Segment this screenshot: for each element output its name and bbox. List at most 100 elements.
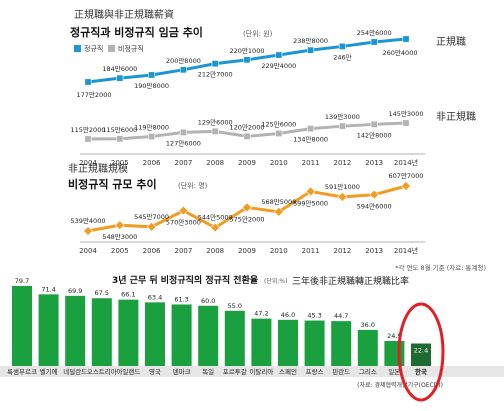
irregular-wage-label: 115만2000 bbox=[71, 125, 106, 134]
irregular-wage-label: 120만2000 bbox=[230, 122, 265, 131]
wage-x-tick: 2006 bbox=[143, 159, 161, 167]
wage-x-tick: 2009 bbox=[238, 159, 256, 167]
scale-point bbox=[178, 205, 189, 216]
scale-point bbox=[242, 202, 252, 213]
regular-wage-label: 229만4000 bbox=[261, 61, 296, 70]
bar-value-label: 61.3 bbox=[174, 295, 188, 303]
bar bbox=[118, 299, 139, 366]
bar-category-label: 아일랜드 bbox=[116, 367, 140, 376]
conversion-bar-chart: 79.7 룩셈부르크 71.4 벨기에 69.9 네덜란드 67.5 오스트리아 66.1 아일랜… bbox=[0, 277, 504, 402]
scale-point bbox=[337, 192, 348, 202]
regular-wage-point bbox=[402, 35, 410, 43]
bar-category-label: 핀란드 bbox=[332, 367, 350, 376]
regular-wage-label: 177만2000 bbox=[77, 90, 112, 99]
regular-wage-label: 184만6000 bbox=[102, 64, 137, 73]
wage-unit: (단위: 원) bbox=[243, 29, 273, 38]
regular-wage-point bbox=[179, 66, 187, 74]
scale-x-tick: 2014년 bbox=[394, 246, 418, 255]
bar bbox=[38, 294, 59, 366]
bar-category-label: 포르투갈 bbox=[223, 368, 247, 376]
irregular-wage-label: 129만6000 bbox=[198, 117, 233, 126]
regular-wage-label: 238만8000 bbox=[293, 36, 328, 45]
bar-category-label: 한국 bbox=[415, 367, 427, 376]
bar bbox=[65, 295, 86, 366]
regular-wage-label: 220만1000 bbox=[230, 46, 265, 55]
irregular-wage-point bbox=[148, 133, 156, 141]
scale-x-tick: 2007 bbox=[174, 247, 192, 255]
scale-x-tick: 2008 bbox=[206, 247, 224, 255]
scale-title: 비정규직 규모 추이 bbox=[68, 177, 157, 191]
bar-category-label: 프랑스 bbox=[306, 368, 324, 376]
irregular-wage-label: 134만8000 bbox=[293, 135, 328, 144]
bar-category-label: 벨기에 bbox=[40, 367, 58, 376]
regular-wage-point bbox=[307, 46, 315, 54]
conversion-title: 3년 근무 뒤 비정규직의 정규직 전환율 bbox=[112, 274, 258, 286]
bar-category-label: 그리스 bbox=[359, 367, 377, 376]
irregular-series-label: 非正規職 bbox=[436, 111, 476, 123]
wage-x-tick: 2005 bbox=[111, 159, 129, 167]
bar bbox=[145, 302, 165, 366]
bar-category-label: 독일 bbox=[202, 367, 214, 376]
bar-category-label: 스페인 bbox=[279, 367, 297, 376]
regular-wage-label: 260만4000 bbox=[383, 48, 418, 57]
scale-label: 570만3000 bbox=[166, 218, 201, 227]
scale-chart: 2004 2005 2006 2007 2008 2009 2010 2011 2012 2013… bbox=[71, 171, 425, 255]
scale-label: 568만5000 bbox=[261, 197, 296, 206]
scale-label: 544만5000 bbox=[198, 213, 233, 222]
category-band bbox=[0, 366, 504, 377]
irregular-wage-label: 145만3000 bbox=[389, 109, 424, 118]
bar-value-label: 44.7 bbox=[334, 312, 348, 320]
legend-irregular-swatch bbox=[108, 45, 115, 52]
irregular-wage-label: 119만8000 bbox=[134, 123, 169, 132]
scale-label: 545만7000 bbox=[134, 212, 169, 221]
korea-highlight-circle bbox=[397, 302, 445, 402]
irregular-wage-label: 115만6000 bbox=[102, 125, 137, 134]
irregular-wage-point bbox=[402, 119, 410, 127]
irregular-wage-label: 125만6000 bbox=[261, 119, 296, 128]
bar-value-label: 66.1 bbox=[121, 291, 135, 299]
scale-x-tick: 2013 bbox=[365, 247, 383, 255]
bar-category-label: 일본 bbox=[388, 367, 400, 376]
regular-wage-point bbox=[148, 71, 156, 79]
scale-label: 599만5000 bbox=[293, 198, 328, 207]
wage-x-tick: 2004 bbox=[79, 159, 97, 167]
regular-wage-point bbox=[84, 78, 92, 86]
bar bbox=[304, 320, 325, 366]
irregular-wage-label: 139만3000 bbox=[325, 112, 360, 121]
bar-category-label: 영국 bbox=[149, 367, 161, 376]
bar-value-label: 63.4 bbox=[148, 293, 162, 301]
wage-title: 정규직과 비정규직 임금 추이 bbox=[70, 25, 203, 39]
wage-title-cn: 正規職與非正規職薪資 bbox=[74, 8, 174, 21]
bar-value-label: 47.2 bbox=[254, 310, 268, 318]
scale-point bbox=[305, 186, 316, 197]
scale-point bbox=[210, 222, 221, 233]
wage-x-tick: 2011 bbox=[302, 159, 320, 167]
bar-value-label: 45.3 bbox=[307, 312, 321, 320]
scale-label: 607만7000 bbox=[389, 171, 424, 180]
bar bbox=[357, 329, 378, 366]
bar-value-label: 60.0 bbox=[201, 297, 215, 305]
regular-wage-point bbox=[211, 60, 219, 68]
bar-category-label: 오스트리아 bbox=[87, 367, 117, 376]
regular-wage-point bbox=[338, 42, 346, 50]
regular-wage-point bbox=[243, 56, 251, 64]
scale-x-tick: 2006 bbox=[143, 247, 161, 255]
wage-x-tick: 2008 bbox=[206, 159, 224, 167]
conversion-unit: (단위:%) bbox=[264, 277, 287, 285]
wage-x-tick: 2012 bbox=[333, 159, 351, 167]
wage-x-tick: 2010 bbox=[270, 159, 288, 167]
scale-point bbox=[273, 206, 284, 217]
irregular-wage-point bbox=[116, 135, 124, 143]
bar-value-label: 79.7 bbox=[15, 277, 29, 285]
regular-wage-label: 246만 bbox=[333, 52, 351, 61]
scale-point bbox=[83, 226, 93, 236]
irregular-wage-label: 127만6000 bbox=[166, 138, 201, 147]
regular-wage-point bbox=[275, 51, 283, 59]
irregular-wage-point bbox=[307, 125, 315, 133]
scale-title-cn: 非正規職規模 bbox=[68, 163, 128, 175]
scale-point bbox=[369, 189, 380, 200]
irregular-wage-point bbox=[211, 127, 219, 135]
bar-value-label: 24.9 bbox=[387, 332, 401, 340]
